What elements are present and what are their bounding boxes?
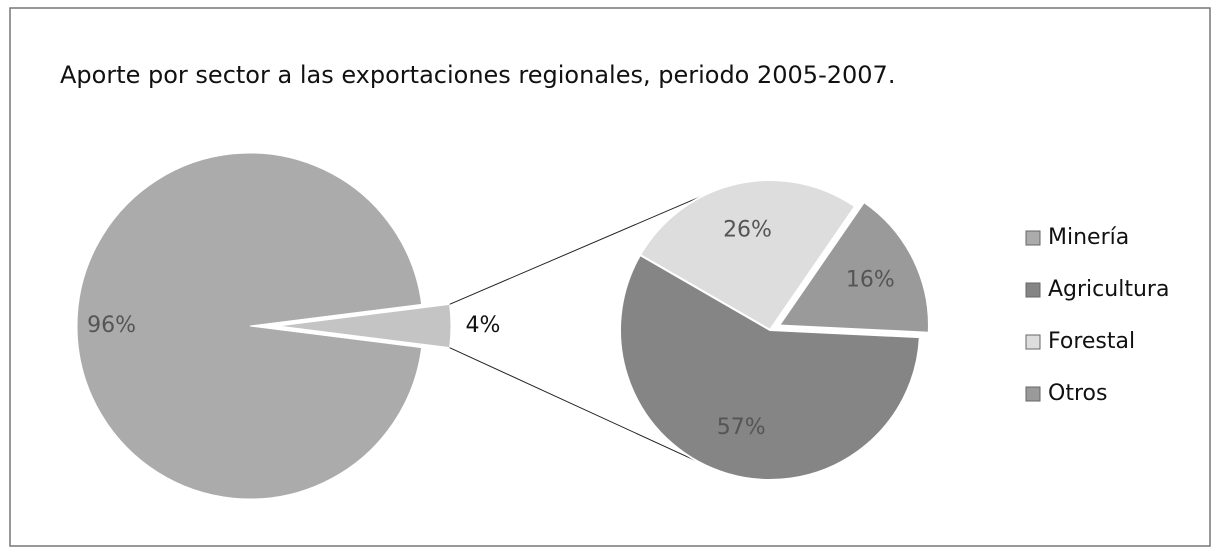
pie-slice (619, 253, 921, 481)
connector-line (449, 190, 715, 305)
legend-swatch (1025, 334, 1041, 350)
legend-label: Forestal (1048, 329, 1135, 354)
data-label: 26% (723, 218, 772, 243)
data-label: 57% (717, 415, 766, 440)
pie-slice (76, 152, 423, 500)
legend-label: Minería (1048, 225, 1129, 250)
pie-slice (638, 179, 857, 332)
legend-label: Otros (1048, 381, 1107, 406)
legend-swatch (1025, 282, 1041, 298)
chart-title: Aporte por sector a las exportaciones re… (60, 61, 895, 89)
legend-label: Agricultura (1048, 277, 1169, 302)
legend-swatch (1025, 386, 1041, 402)
pie-slice (777, 200, 930, 334)
data-label: 96% (87, 313, 136, 338)
legend-swatch (1025, 230, 1041, 246)
connector-line (449, 347, 700, 463)
pie-slice (277, 303, 452, 349)
data-label: 16% (846, 267, 895, 292)
data-label: 4% (466, 313, 501, 338)
